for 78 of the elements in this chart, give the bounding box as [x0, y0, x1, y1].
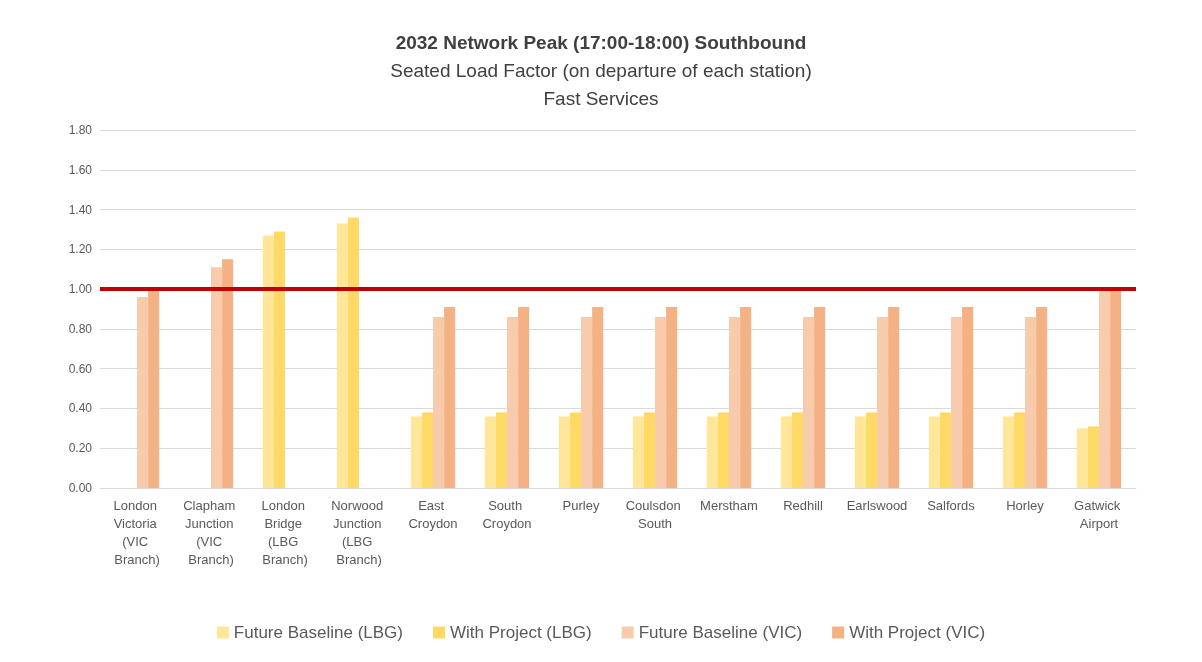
legend-label: Future Baseline (LBG) [233, 623, 403, 642]
bar [558, 416, 570, 488]
bar [791, 412, 803, 488]
x-tick-label: Horley [1006, 497, 1045, 513]
bar [211, 267, 223, 488]
bar [148, 291, 160, 488]
x-tick-label: Coulsdon South [625, 497, 685, 531]
bar [581, 316, 593, 488]
bar [951, 316, 963, 488]
y-tick-label: 0.60 [68, 361, 93, 376]
bar [706, 416, 718, 488]
bar [814, 307, 826, 488]
x-tick-label: Salfords [927, 497, 976, 513]
y-tick-label: 1.00 [68, 282, 93, 297]
y-tick-label: 1.40 [68, 202, 93, 217]
bar [518, 307, 530, 488]
bar [273, 231, 285, 488]
bar [433, 316, 445, 488]
bar [410, 416, 422, 488]
y-tick-label: 1.80 [68, 123, 93, 137]
x-tick-label: East Croydon [408, 497, 458, 531]
bar [1087, 426, 1099, 488]
bar [484, 416, 496, 488]
bar [569, 412, 581, 488]
bar [632, 416, 644, 488]
bar [336, 223, 348, 488]
bar [1025, 316, 1037, 488]
bar [347, 217, 359, 488]
x-tick-label: Norwood Junction (LBG Branch) [331, 497, 387, 567]
bar [1110, 289, 1122, 488]
x-tick-label: Gatwick Airport [1074, 497, 1124, 531]
y-tick-label: 1.60 [68, 162, 93, 177]
bar [1036, 307, 1048, 488]
x-tick-label: London Bridge (LBG Branch) [261, 497, 309, 567]
x-tick-label: Purley [562, 497, 600, 513]
bar [421, 412, 433, 488]
bar [1076, 428, 1088, 488]
bar [655, 316, 667, 488]
y-tick-label: 0.20 [68, 441, 93, 456]
bar [643, 412, 655, 488]
y-tick-label: 1.20 [68, 242, 93, 257]
bar [888, 307, 900, 488]
y-tick-label: 0.80 [68, 321, 93, 336]
x-tick-label: Merstham [700, 497, 758, 513]
bar [592, 307, 604, 488]
bar [1002, 416, 1014, 488]
x-tick-label: South Croydon [482, 497, 532, 531]
bar [865, 412, 877, 488]
bar [444, 307, 456, 488]
bar [740, 307, 752, 488]
y-tick-label: 0.00 [68, 481, 93, 495]
chart-subtitle: Seated Load Factor (on departure of each station) Fast Services [390, 59, 812, 109]
bar [854, 416, 866, 488]
bar [780, 416, 792, 488]
bar [666, 307, 678, 488]
bar [222, 259, 234, 488]
bar [507, 316, 519, 488]
bar [262, 235, 274, 488]
x-tick-label: Redhill [783, 497, 823, 513]
x-tick-label: Earlswood [846, 497, 908, 513]
bar [717, 412, 729, 488]
bar [137, 297, 149, 488]
bar [729, 316, 741, 488]
x-tick-label: Clapham Junction (VIC Branch) [183, 497, 239, 567]
x-tick-label: London Victoria (VIC Branch) [113, 497, 161, 567]
bar [939, 412, 951, 488]
bar [877, 316, 889, 488]
bar [962, 307, 974, 488]
legend-label: Future Baseline (VIC) [638, 623, 803, 642]
bar [1099, 291, 1111, 488]
bar [1013, 412, 1025, 488]
bar [495, 412, 507, 488]
bar [803, 316, 815, 488]
legend-label: With Project (LBG) [449, 623, 592, 642]
bar [928, 416, 940, 488]
y-tick-label: 0.40 [68, 401, 93, 416]
legend-label: With Project (VIC) [849, 623, 986, 642]
chart-title: 2032 Network Peak (17:00-18:00) Southbound [395, 32, 807, 53]
